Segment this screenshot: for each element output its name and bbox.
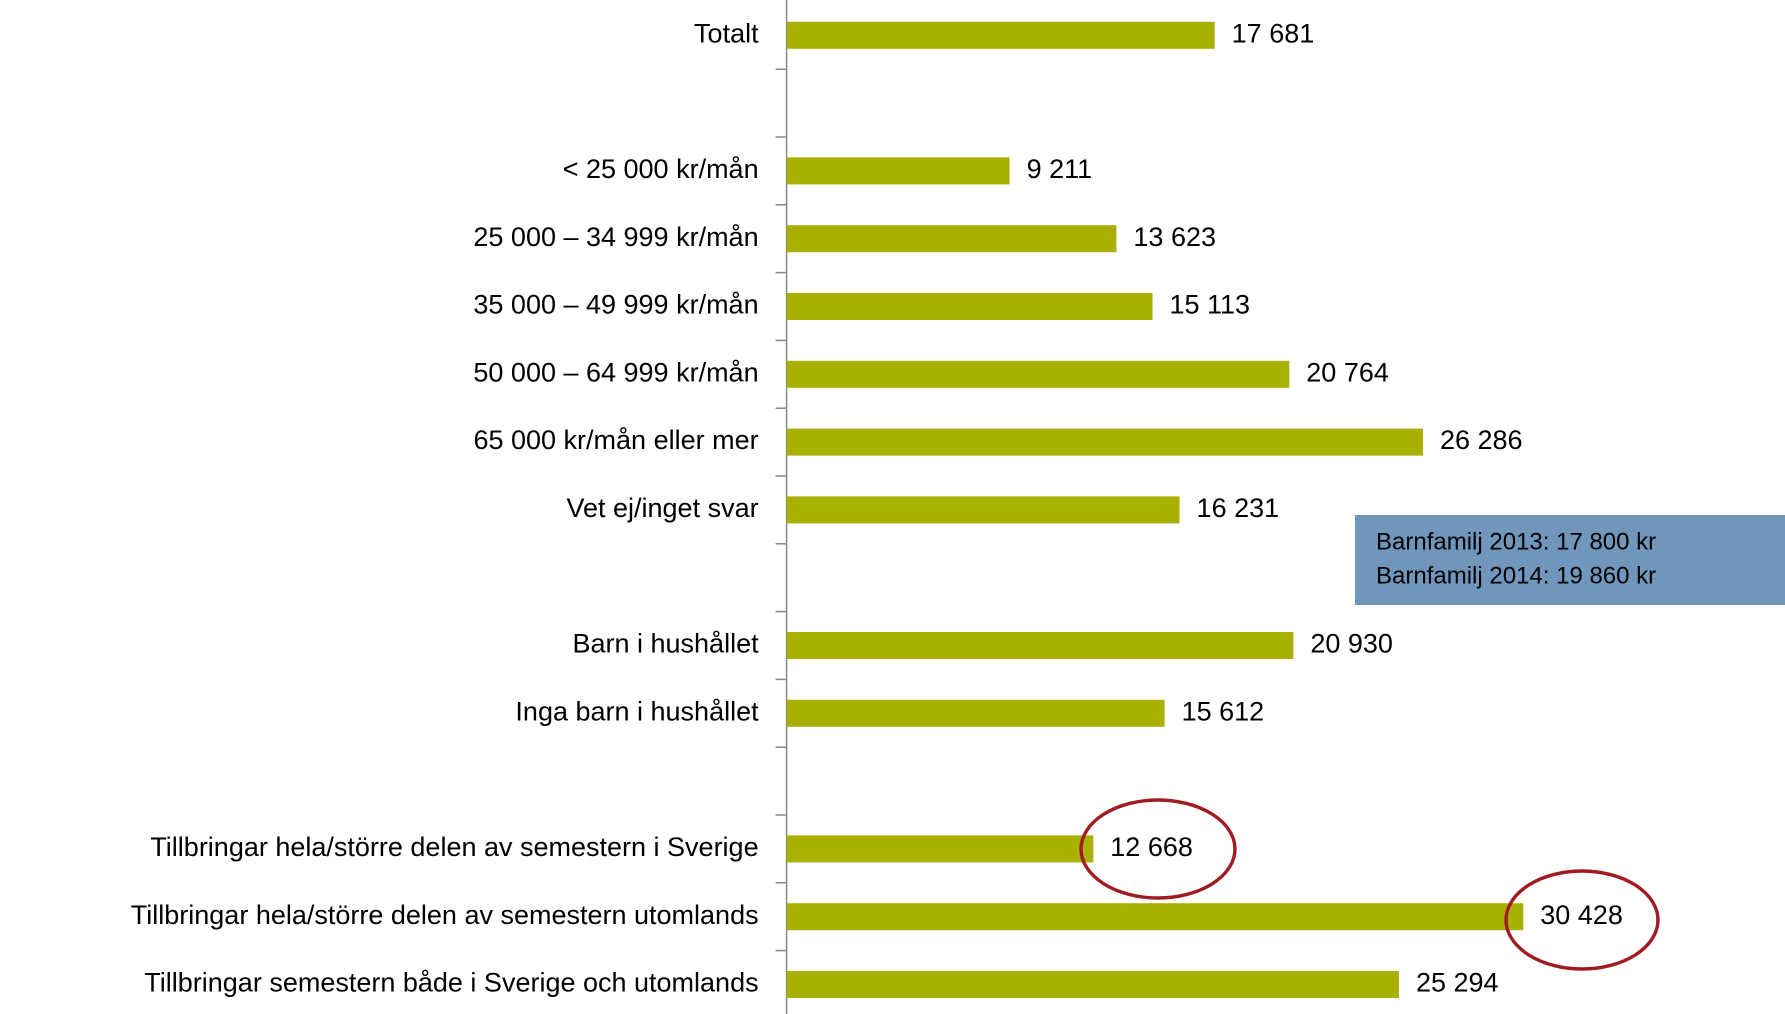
data-label: 17 681	[1232, 18, 1315, 48]
data-label: 30 428	[1540, 900, 1623, 930]
data-label: 20 930	[1310, 629, 1393, 659]
data-label: 25 294	[1416, 968, 1499, 998]
data-label: 20 764	[1306, 357, 1389, 387]
data-label: 26 286	[1440, 425, 1523, 455]
y-tick-label: 50 000 – 64 999 kr/mån	[473, 357, 758, 387]
y-tick-label: Tillbringar semestern både i Sverige och…	[144, 968, 758, 998]
bar	[786, 903, 1524, 931]
y-tick-label: Tillbringar hela/större delen av semeste…	[150, 832, 758, 862]
bar	[786, 293, 1153, 320]
data-label: 12 668	[1110, 832, 1193, 862]
y-tick-label: 25 000 – 34 999 kr/mån	[473, 222, 758, 252]
bar	[786, 699, 1165, 727]
annotation: Barnfamilj 2014: 19 860 kr	[1376, 562, 1656, 589]
y-tick-label: < 25 000 kr/mån	[563, 154, 759, 184]
data-label: 13 623	[1133, 222, 1216, 252]
data-label: 15 113	[1169, 290, 1250, 320]
bar	[786, 632, 1294, 659]
bar	[786, 496, 1180, 524]
bar	[786, 428, 1423, 456]
y-tick-label: 35 000 – 49 999 kr/mån	[473, 290, 758, 320]
y-tick-label: Totalt	[694, 18, 759, 48]
bar	[786, 971, 1399, 998]
y-tick-label: Vet ej/inget svar	[566, 493, 758, 523]
bar	[786, 835, 1094, 863]
bar	[786, 21, 1215, 49]
bar	[786, 360, 1290, 388]
y-tick-label: 65 000 kr/mån eller mer	[473, 425, 758, 455]
annotation: Barnfamilj 2013: 17 800 kr	[1376, 528, 1656, 555]
data-label: 9 211	[1027, 154, 1093, 184]
y-tick-label: Barn i hushållet	[572, 629, 759, 659]
data-label: 15 612	[1182, 696, 1265, 726]
bar	[786, 157, 1010, 185]
bar	[786, 225, 1117, 253]
data-label: 16 231	[1197, 493, 1280, 523]
annotation-box	[1355, 515, 1785, 605]
y-tick-label: Tillbringar hela/större delen av semeste…	[131, 900, 759, 930]
y-tick-label: Inga barn i hushållet	[515, 696, 759, 726]
